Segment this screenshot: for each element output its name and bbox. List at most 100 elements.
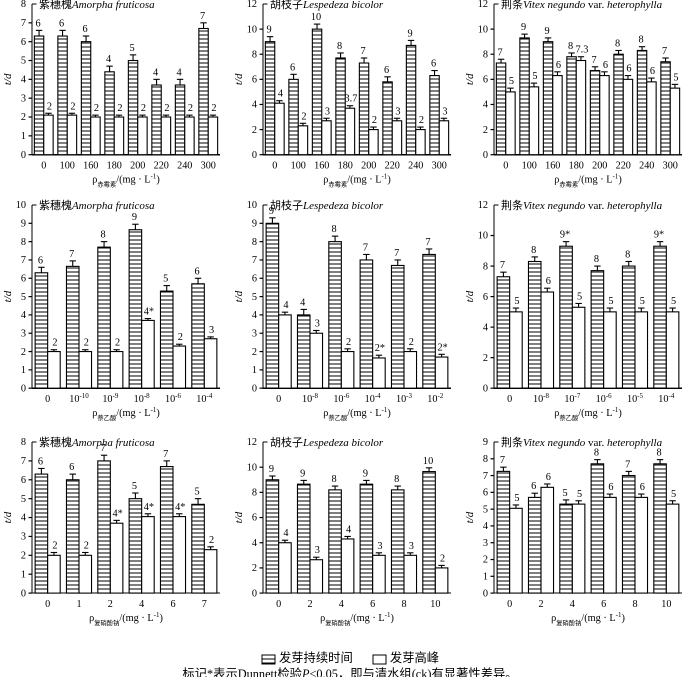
svg-text:240: 240	[639, 161, 654, 172]
svg-text:5: 5	[129, 43, 134, 54]
svg-text:ρ赤霉素/(mg · L-1): ρ赤霉素/(mg · L-1)	[323, 173, 391, 189]
svg-text:荆条Vitex negundo var. heterophy: 荆条Vitex negundo var. heterophylla	[501, 198, 663, 212]
svg-text:t/d: t/d	[464, 290, 476, 302]
svg-text:12: 12	[247, 0, 257, 11]
svg-text:7: 7	[394, 248, 399, 259]
svg-text:9: 9	[269, 206, 274, 217]
svg-text:5: 5	[608, 296, 613, 307]
svg-text:t/d: t/d	[233, 512, 245, 524]
svg-text:300: 300	[201, 161, 216, 172]
svg-text:ρ萘乙酸/(mg · L-1): ρ萘乙酸/(mg · L-1)	[323, 406, 391, 422]
svg-text:6: 6	[35, 19, 40, 30]
svg-text:4*: 4*	[175, 502, 185, 513]
svg-text:4: 4	[252, 100, 257, 111]
svg-text:6: 6	[601, 599, 606, 610]
svg-text:2: 2	[211, 103, 216, 114]
svg-text:t/d: t/d	[464, 73, 476, 85]
svg-text:4*: 4*	[144, 306, 154, 317]
svg-text:2: 2	[94, 103, 99, 114]
svg-text:160: 160	[314, 161, 329, 172]
svg-text:6: 6	[384, 65, 389, 76]
svg-text:200: 200	[130, 161, 145, 172]
svg-text:3: 3	[21, 328, 26, 339]
svg-text:7: 7	[163, 449, 168, 460]
svg-text:2: 2	[84, 338, 89, 349]
svg-text:9*: 9*	[654, 229, 664, 240]
svg-text:4: 4	[339, 599, 344, 610]
svg-text:180: 180	[338, 161, 353, 172]
svg-text:10-6: 10-6	[165, 392, 182, 405]
svg-text:2: 2	[47, 102, 52, 113]
svg-text:荆条Vitex negundo var. heterophy: 荆条Vitex negundo var. heterophylla	[501, 435, 663, 449]
svg-text:0: 0	[276, 599, 281, 610]
svg-text:2: 2	[52, 541, 57, 552]
svg-text:7: 7	[363, 242, 368, 253]
svg-text:1: 1	[76, 599, 81, 610]
svg-text:7: 7	[202, 599, 207, 610]
svg-text:10-7: 10-7	[564, 392, 581, 405]
svg-text:7: 7	[591, 55, 596, 66]
svg-text:9: 9	[300, 469, 305, 480]
svg-text:0: 0	[45, 599, 50, 610]
svg-text:9: 9	[483, 438, 488, 449]
svg-text:5: 5	[163, 273, 168, 284]
svg-text:100: 100	[291, 161, 306, 172]
svg-text:8: 8	[594, 448, 599, 459]
svg-text:6: 6	[170, 599, 175, 610]
svg-text:t/d: t/d	[233, 290, 245, 302]
svg-text:10: 10	[478, 25, 488, 36]
svg-text:100: 100	[60, 161, 75, 172]
svg-text:7: 7	[497, 48, 502, 59]
svg-text:300: 300	[663, 161, 678, 172]
svg-text:0: 0	[21, 150, 26, 161]
svg-text:8: 8	[337, 41, 342, 52]
svg-text:8: 8	[252, 50, 257, 61]
svg-text:6: 6	[69, 462, 74, 473]
svg-text:0: 0	[21, 589, 26, 600]
svg-text:6: 6	[21, 273, 26, 284]
svg-text:0: 0	[252, 150, 257, 161]
svg-text:ρ复硝酚钠/(mg · L-1): ρ复硝酚钠/(mg · L-1)	[320, 611, 394, 627]
svg-text:6: 6	[546, 472, 551, 483]
svg-text:9: 9	[266, 25, 271, 36]
svg-text:t/d: t/d	[2, 290, 14, 302]
svg-text:8: 8	[615, 39, 620, 50]
svg-text:1: 1	[483, 572, 488, 583]
svg-text:5: 5	[532, 71, 537, 82]
svg-text:2: 2	[188, 103, 193, 114]
svg-text:10: 10	[16, 200, 26, 211]
svg-text:1: 1	[252, 365, 257, 376]
svg-text:5: 5	[21, 56, 26, 67]
svg-text:240: 240	[177, 161, 192, 172]
svg-text:6: 6	[252, 273, 257, 284]
svg-text:4: 4	[106, 54, 111, 65]
svg-text:8: 8	[625, 249, 630, 260]
svg-text:3: 3	[209, 325, 214, 336]
svg-text:2*: 2*	[375, 343, 385, 354]
svg-text:5: 5	[483, 505, 488, 516]
svg-text:8: 8	[483, 454, 488, 465]
svg-text:4: 4	[283, 300, 288, 311]
svg-text:9: 9	[407, 29, 412, 40]
svg-text:5: 5	[132, 481, 137, 492]
svg-text:10: 10	[247, 25, 257, 36]
svg-text:6: 6	[38, 255, 43, 266]
svg-text:9: 9	[521, 22, 526, 33]
svg-text:胡枝子Lespedeza bicolor: 胡枝子Lespedeza bicolor	[270, 0, 384, 11]
svg-text:3: 3	[252, 328, 257, 339]
svg-text:ρ复硝酚钠/(mg · L-1): ρ复硝酚钠/(mg · L-1)	[89, 611, 163, 627]
svg-text:5: 5	[577, 489, 582, 500]
svg-text:ρ萘乙酸/(mg · L-1): ρ萘乙酸/(mg · L-1)	[554, 406, 622, 422]
svg-text:7: 7	[21, 18, 26, 29]
svg-text:9: 9	[363, 469, 368, 480]
svg-text:7.3: 7.3	[576, 45, 589, 56]
svg-text:2: 2	[178, 332, 183, 343]
svg-text:2: 2	[483, 125, 488, 136]
svg-text:3.7: 3.7	[345, 94, 358, 105]
svg-text:6: 6	[431, 59, 436, 70]
svg-text:8: 8	[401, 599, 406, 610]
svg-text:0: 0	[483, 589, 488, 600]
svg-text:4: 4	[21, 513, 26, 524]
svg-text:1: 1	[21, 131, 26, 142]
svg-text:2: 2	[84, 541, 89, 552]
